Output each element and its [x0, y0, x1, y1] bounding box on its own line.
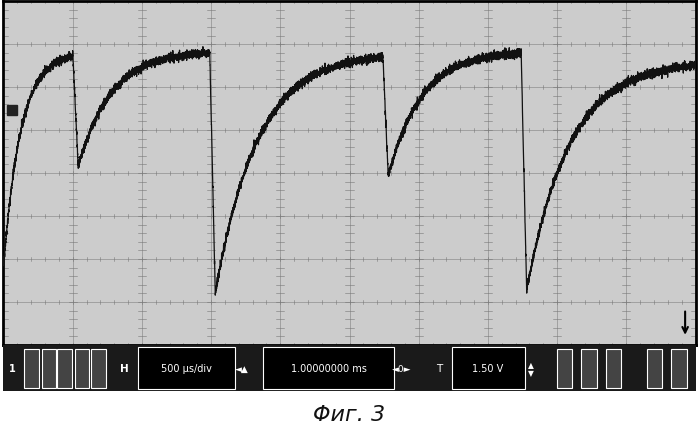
Text: ▲
▼: ▲ ▼	[528, 360, 534, 377]
FancyBboxPatch shape	[582, 349, 596, 388]
Text: 1.50 V: 1.50 V	[473, 364, 503, 373]
FancyBboxPatch shape	[605, 349, 621, 388]
FancyBboxPatch shape	[24, 349, 38, 388]
FancyBboxPatch shape	[57, 349, 72, 388]
FancyBboxPatch shape	[557, 349, 572, 388]
FancyBboxPatch shape	[75, 349, 89, 388]
FancyBboxPatch shape	[92, 349, 106, 388]
FancyBboxPatch shape	[263, 347, 394, 389]
Text: T: T	[436, 364, 442, 373]
Text: H: H	[120, 364, 129, 373]
Text: 1.00000000 ms: 1.00000000 ms	[291, 364, 367, 373]
FancyBboxPatch shape	[138, 347, 236, 389]
FancyBboxPatch shape	[452, 347, 524, 389]
FancyBboxPatch shape	[41, 349, 56, 388]
FancyBboxPatch shape	[671, 349, 686, 388]
Text: Φиг. 3: Φиг. 3	[313, 404, 386, 424]
Text: ◄▲: ◄▲	[236, 364, 249, 373]
Text: 500 µs/div: 500 µs/div	[161, 364, 212, 373]
Text: 1: 1	[9, 364, 16, 373]
Text: ◄0►: ◄0►	[391, 364, 411, 373]
FancyBboxPatch shape	[647, 349, 662, 388]
